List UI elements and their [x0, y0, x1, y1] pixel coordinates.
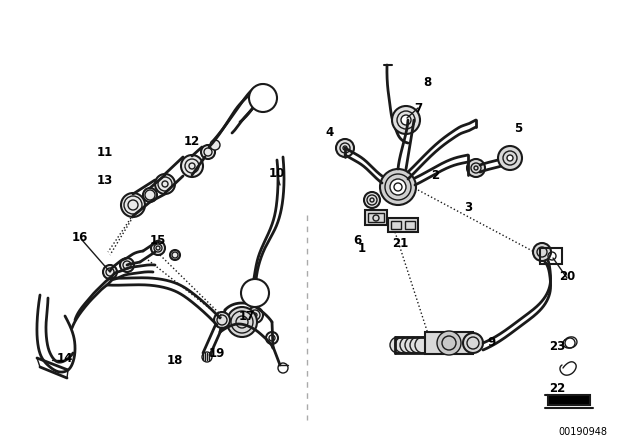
- Text: 10: 10: [269, 167, 285, 180]
- Bar: [388, 218, 418, 232]
- Text: 5: 5: [514, 121, 522, 134]
- Circle shape: [410, 337, 426, 353]
- Circle shape: [401, 115, 411, 125]
- Text: 18: 18: [167, 353, 183, 366]
- Circle shape: [201, 145, 215, 159]
- Circle shape: [247, 307, 263, 323]
- Bar: [425, 332, 473, 354]
- Circle shape: [390, 337, 406, 353]
- Bar: [391, 221, 401, 229]
- Circle shape: [467, 159, 485, 177]
- Text: 2: 2: [431, 168, 439, 181]
- Text: 15: 15: [150, 233, 166, 246]
- Text: 19: 19: [209, 346, 225, 359]
- Circle shape: [380, 169, 416, 205]
- Circle shape: [227, 307, 257, 337]
- Text: 23: 23: [254, 91, 272, 104]
- Circle shape: [151, 241, 165, 255]
- Circle shape: [405, 337, 421, 353]
- Circle shape: [103, 265, 117, 279]
- Text: 21: 21: [392, 237, 408, 250]
- Circle shape: [395, 337, 411, 353]
- Text: 14: 14: [57, 352, 73, 365]
- Bar: [548, 395, 590, 405]
- Circle shape: [437, 331, 461, 355]
- Text: 1: 1: [358, 241, 366, 254]
- Text: 17: 17: [239, 310, 255, 323]
- Bar: [365, 210, 387, 225]
- Text: 4: 4: [326, 125, 334, 138]
- Text: 6: 6: [353, 233, 361, 246]
- Text: 20: 20: [559, 270, 575, 283]
- Circle shape: [498, 146, 522, 170]
- Circle shape: [533, 243, 551, 261]
- Circle shape: [343, 146, 347, 150]
- Circle shape: [143, 188, 157, 202]
- Bar: [540, 248, 562, 264]
- Text: 11: 11: [97, 146, 113, 159]
- Circle shape: [463, 333, 483, 353]
- Circle shape: [214, 312, 230, 328]
- Text: 8: 8: [423, 76, 431, 89]
- Text: 22: 22: [549, 382, 565, 395]
- Circle shape: [120, 258, 134, 272]
- Text: 9: 9: [488, 336, 496, 349]
- Circle shape: [249, 84, 277, 112]
- Circle shape: [390, 179, 406, 195]
- Bar: [405, 221, 415, 229]
- Circle shape: [241, 279, 269, 307]
- Circle shape: [155, 174, 175, 194]
- Text: 23: 23: [549, 340, 565, 353]
- Circle shape: [181, 155, 203, 177]
- Circle shape: [170, 250, 180, 260]
- Circle shape: [210, 140, 220, 150]
- Circle shape: [507, 155, 513, 161]
- Circle shape: [364, 192, 380, 208]
- Circle shape: [415, 337, 431, 353]
- Circle shape: [121, 193, 145, 217]
- Text: 13: 13: [97, 173, 113, 186]
- Text: 22: 22: [246, 287, 264, 300]
- Text: 7: 7: [414, 102, 422, 115]
- Text: 16: 16: [72, 231, 88, 244]
- Text: 3: 3: [464, 201, 472, 214]
- Circle shape: [392, 106, 420, 134]
- Text: 00190948: 00190948: [559, 427, 607, 437]
- Circle shape: [336, 139, 354, 157]
- Text: 12: 12: [184, 134, 200, 147]
- Bar: [368, 213, 384, 222]
- Circle shape: [400, 337, 416, 353]
